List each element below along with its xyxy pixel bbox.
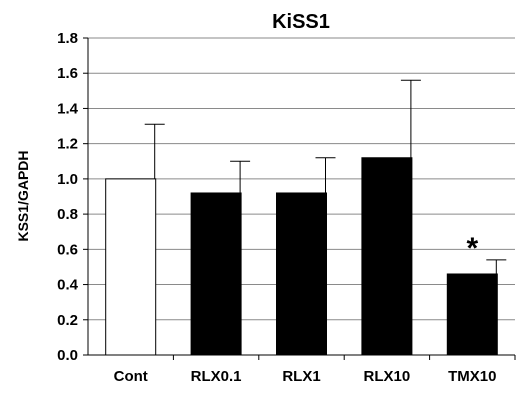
significance-asterisk: * <box>466 232 478 265</box>
y-tick-label: 1.4 <box>57 100 79 117</box>
y-tick-label: 0.8 <box>57 206 78 223</box>
y-tick-label: 0.2 <box>57 312 78 329</box>
x-tick-label: Cont <box>114 368 148 385</box>
x-tick-labels: Cont RLX0.1 RLX1 RLX10 TMX10 <box>114 368 497 385</box>
x-tick-label: RLX1 <box>282 368 320 385</box>
y-tick-label: 0.4 <box>57 277 79 294</box>
bar-rlx10 <box>361 157 413 356</box>
bars <box>105 157 498 356</box>
annotations: * <box>466 232 478 265</box>
y-tick-label: 0.6 <box>57 241 78 258</box>
chart-title: KiSS1 <box>272 11 330 33</box>
bar-cont <box>105 178 157 356</box>
error-bars <box>144 79 507 274</box>
y-tick-label: 1.0 <box>57 171 78 188</box>
y-tick-labels: 0.0 0.2 0.4 0.6 0.8 1.0 1.2 1.4 1.6 1.8 <box>57 30 79 364</box>
bar-rlx1 <box>276 192 327 356</box>
y-tick-label: 0.0 <box>57 347 78 364</box>
axes <box>83 37 516 360</box>
bar-tmx10 <box>446 273 498 356</box>
x-tick-label: RLX0.1 <box>191 368 242 385</box>
bar-rlx0-1 <box>190 192 242 356</box>
gridlines <box>88 37 515 321</box>
y-tick-label: 1.8 <box>57 30 78 47</box>
x-tick-label: TMX10 <box>448 368 496 385</box>
y-tick-label: 1.2 <box>57 136 78 153</box>
y-axis-label: KSS1/GAPDH <box>15 150 31 241</box>
x-tick-label: RLX10 <box>364 368 411 385</box>
y-tick-label: 1.6 <box>57 65 78 82</box>
